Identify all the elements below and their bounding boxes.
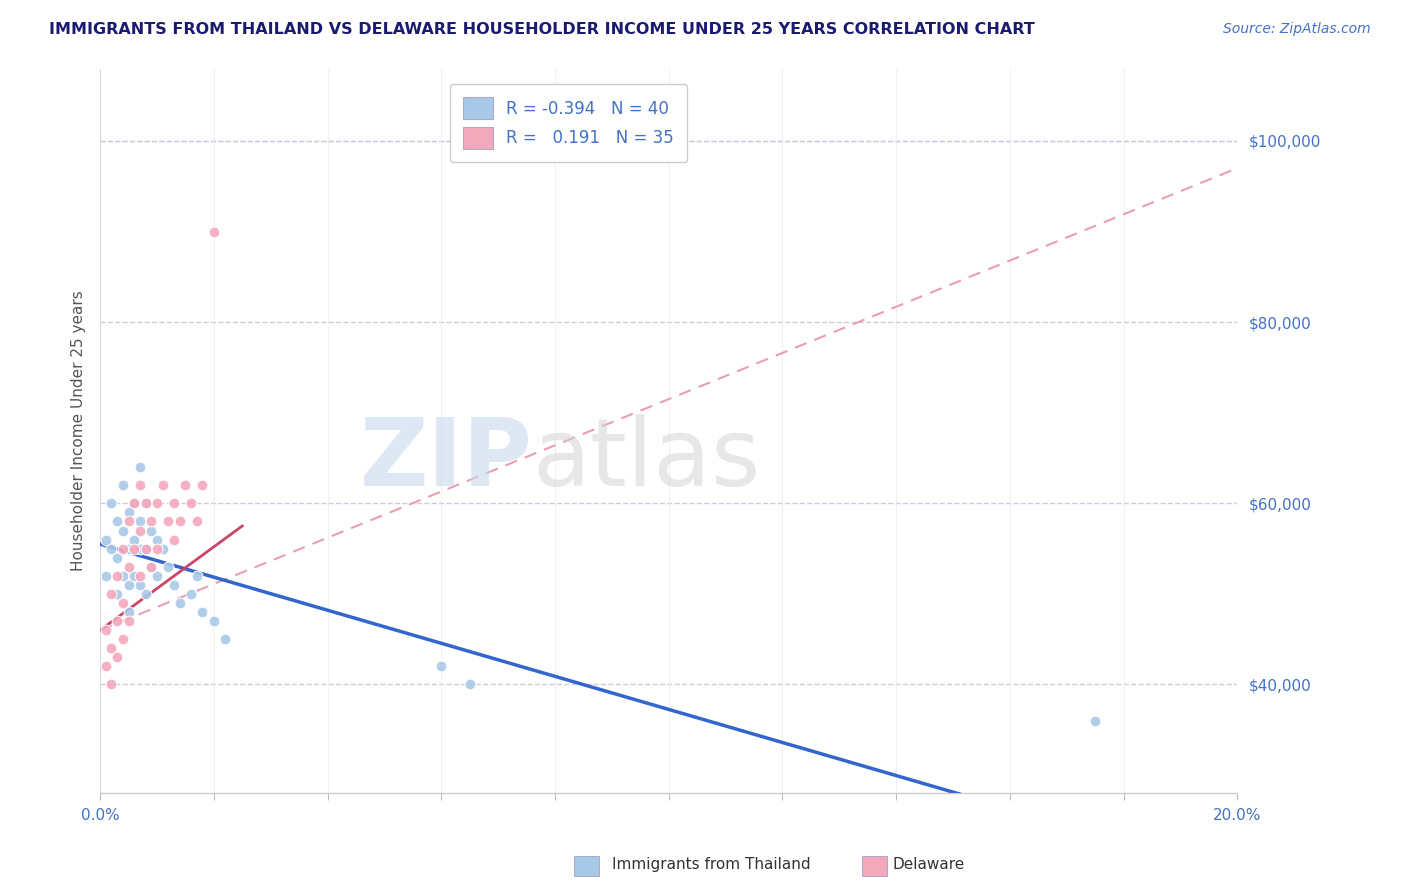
Point bbox=[117, 559, 139, 574]
Point bbox=[117, 578, 139, 592]
Point bbox=[135, 587, 157, 601]
Point bbox=[105, 569, 128, 583]
Point bbox=[157, 515, 180, 529]
Point bbox=[129, 460, 152, 475]
Point bbox=[141, 559, 163, 574]
Point bbox=[111, 541, 134, 556]
Point bbox=[100, 541, 122, 556]
Point bbox=[180, 587, 202, 601]
Point bbox=[122, 541, 145, 556]
Point bbox=[105, 650, 128, 665]
Point bbox=[135, 496, 157, 510]
Point bbox=[135, 496, 157, 510]
Point bbox=[152, 541, 174, 556]
Point bbox=[141, 559, 163, 574]
Point bbox=[122, 533, 145, 547]
Point bbox=[129, 578, 152, 592]
Point bbox=[117, 614, 139, 628]
Point bbox=[146, 541, 169, 556]
Point bbox=[111, 632, 134, 647]
Point bbox=[186, 515, 208, 529]
Point bbox=[458, 677, 481, 691]
Point bbox=[100, 587, 122, 601]
Point bbox=[129, 524, 152, 538]
Point bbox=[117, 605, 139, 619]
Text: Immigrants from Thailand: Immigrants from Thailand bbox=[612, 857, 810, 872]
Point bbox=[100, 496, 122, 510]
Point bbox=[117, 515, 139, 529]
Point bbox=[191, 605, 214, 619]
Text: Source: ZipAtlas.com: Source: ZipAtlas.com bbox=[1223, 22, 1371, 37]
Text: Delaware: Delaware bbox=[893, 857, 965, 872]
Point bbox=[122, 496, 145, 510]
Point bbox=[163, 533, 186, 547]
Legend: R = -0.394   N = 40, R =   0.191   N = 35: R = -0.394 N = 40, R = 0.191 N = 35 bbox=[450, 84, 688, 162]
Point bbox=[135, 541, 157, 556]
Point bbox=[202, 225, 225, 239]
Point bbox=[111, 478, 134, 492]
Point bbox=[174, 478, 197, 492]
Point bbox=[111, 596, 134, 610]
Point bbox=[202, 614, 225, 628]
Point bbox=[186, 569, 208, 583]
Point bbox=[1084, 714, 1107, 728]
Point bbox=[152, 478, 174, 492]
Point bbox=[129, 478, 152, 492]
Point bbox=[94, 533, 117, 547]
Point bbox=[111, 569, 134, 583]
Point bbox=[430, 659, 453, 673]
Bar bbox=[574, 856, 599, 876]
Point bbox=[146, 569, 169, 583]
Point bbox=[129, 515, 152, 529]
Point bbox=[169, 515, 191, 529]
Point bbox=[100, 641, 122, 656]
Point bbox=[117, 541, 139, 556]
Point bbox=[169, 596, 191, 610]
Point bbox=[157, 559, 180, 574]
Point bbox=[94, 569, 117, 583]
Point bbox=[163, 578, 186, 592]
Point bbox=[146, 533, 169, 547]
Text: atlas: atlas bbox=[533, 414, 761, 506]
Point bbox=[135, 541, 157, 556]
Point bbox=[94, 659, 117, 673]
Point bbox=[100, 677, 122, 691]
Point bbox=[214, 632, 236, 647]
Point bbox=[180, 496, 202, 510]
Point bbox=[117, 505, 139, 519]
Point bbox=[141, 524, 163, 538]
Point bbox=[122, 569, 145, 583]
Bar bbox=[862, 856, 887, 876]
Point bbox=[105, 515, 128, 529]
Point bbox=[94, 623, 117, 637]
Point bbox=[146, 496, 169, 510]
Point bbox=[122, 496, 145, 510]
Point bbox=[105, 614, 128, 628]
Y-axis label: Householder Income Under 25 years: Householder Income Under 25 years bbox=[72, 291, 86, 571]
Text: ZIP: ZIP bbox=[360, 414, 533, 506]
Point bbox=[141, 515, 163, 529]
Point bbox=[105, 550, 128, 565]
Point bbox=[111, 524, 134, 538]
Point bbox=[129, 541, 152, 556]
Point bbox=[163, 496, 186, 510]
Point bbox=[191, 478, 214, 492]
Text: IMMIGRANTS FROM THAILAND VS DELAWARE HOUSEHOLDER INCOME UNDER 25 YEARS CORRELATI: IMMIGRANTS FROM THAILAND VS DELAWARE HOU… bbox=[49, 22, 1035, 37]
Point bbox=[129, 569, 152, 583]
Point bbox=[105, 587, 128, 601]
